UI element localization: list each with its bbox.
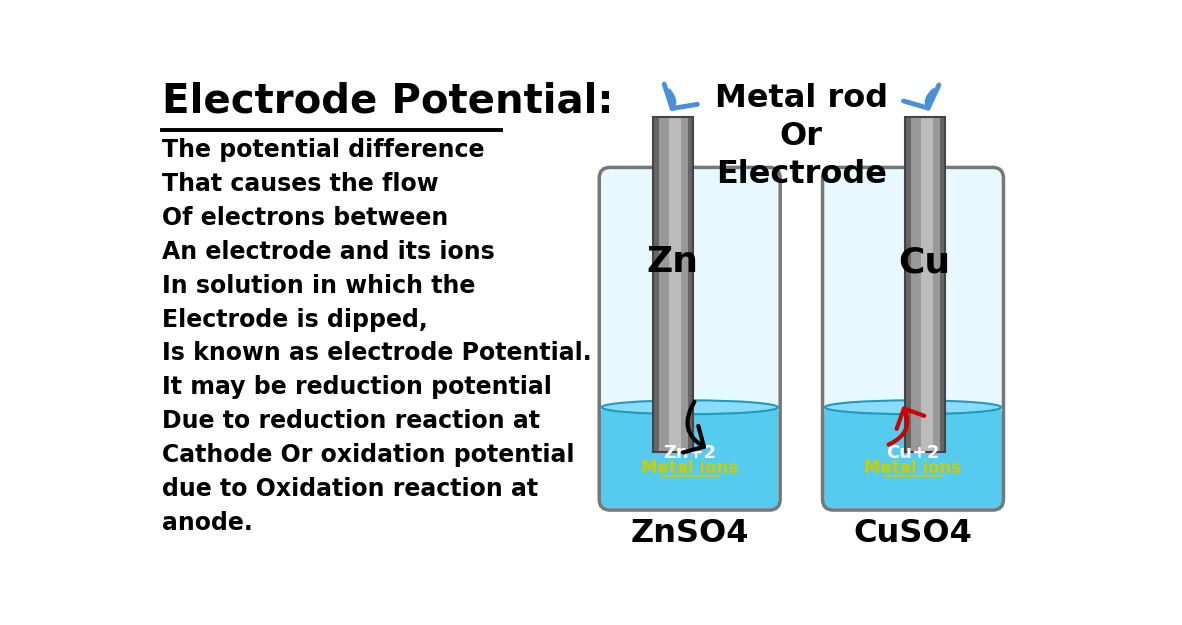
Text: Metal ions: Metal ions: [641, 459, 739, 478]
Text: That causes the flow: That causes the flow: [162, 172, 439, 196]
Text: Cathode Or oxidation potential: Cathode Or oxidation potential: [162, 443, 574, 467]
Text: Of electrons between: Of electrons between: [162, 206, 448, 230]
Text: due to Oxidation reaction at: due to Oxidation reaction at: [162, 477, 538, 501]
Ellipse shape: [602, 401, 778, 414]
Text: Metal ions: Metal ions: [864, 459, 962, 478]
Bar: [904, 118, 910, 452]
Bar: [904, 118, 944, 452]
FancyBboxPatch shape: [600, 169, 779, 509]
Text: Due to reduction reaction at: Due to reduction reaction at: [162, 409, 540, 433]
Text: Cu+2: Cu+2: [886, 444, 940, 462]
FancyArrowPatch shape: [889, 409, 924, 444]
Text: ZnSO4: ZnSO4: [630, 518, 749, 549]
Bar: [681, 118, 688, 452]
Bar: [652, 118, 658, 452]
FancyArrowPatch shape: [664, 84, 697, 109]
FancyBboxPatch shape: [824, 406, 1002, 509]
Ellipse shape: [825, 401, 1001, 414]
FancyBboxPatch shape: [600, 406, 779, 509]
Text: Zn: Zn: [647, 245, 699, 279]
FancyBboxPatch shape: [824, 169, 1002, 509]
Text: The potential difference: The potential difference: [162, 138, 485, 162]
Text: Electrode Potential:: Electrode Potential:: [162, 81, 613, 121]
Text: Zn+2: Zn+2: [663, 444, 716, 462]
Text: anode.: anode.: [162, 511, 253, 535]
Bar: [652, 118, 693, 452]
Text: CuSO4: CuSO4: [853, 518, 973, 549]
Text: Is known as electrode Potential.: Is known as electrode Potential.: [162, 341, 592, 366]
Bar: [921, 118, 933, 452]
Bar: [940, 118, 944, 452]
Bar: [658, 118, 669, 452]
FancyArrowPatch shape: [683, 402, 704, 452]
Bar: [933, 118, 940, 452]
Text: Electrode is dipped,: Electrode is dipped,: [162, 308, 428, 331]
Text: In solution in which the: In solution in which the: [162, 274, 475, 298]
Text: It may be reduction potential: It may be reduction potential: [162, 375, 552, 399]
FancyArrowPatch shape: [903, 85, 939, 108]
Bar: [910, 118, 921, 452]
Text: Cu: Cu: [898, 245, 950, 279]
Text: An electrode and its ions: An electrode and its ions: [162, 240, 495, 264]
Text: Metal rod
Or
Electrode: Metal rod Or Electrode: [715, 82, 888, 190]
Bar: [669, 118, 681, 452]
Bar: [688, 118, 693, 452]
